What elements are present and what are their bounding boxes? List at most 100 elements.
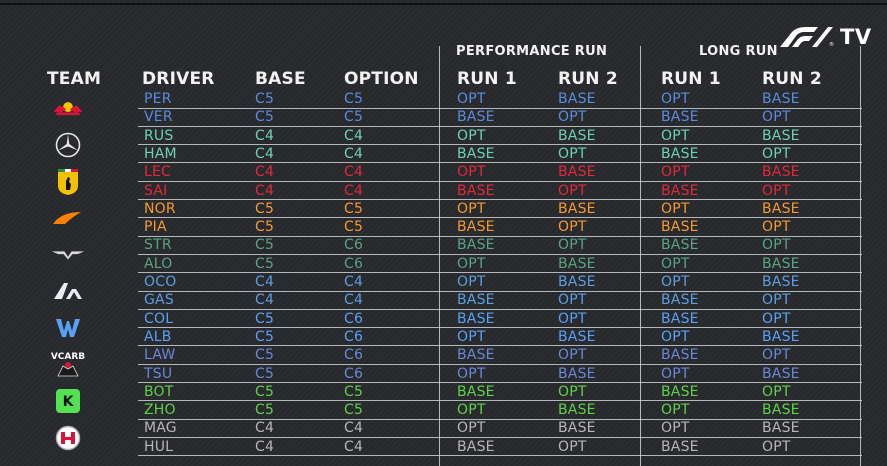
cell-driver: STR [144, 237, 172, 254]
cell-long-run2: OPT [762, 237, 791, 254]
cell-perf-run2: BASE [558, 274, 596, 290]
cell-perf-run2: BASE [558, 365, 596, 382]
col-header-perf-run2: RUN 2 [558, 69, 618, 89]
cell-perf-run2: OPT [558, 219, 587, 236]
col-header-option: OPTION [344, 69, 419, 89]
red-bull-logo-icon [51, 93, 85, 123]
cell-perf-run2: OPT [558, 145, 587, 162]
cell-perf-run2: OPT [558, 109, 587, 126]
cell-long-run2: OPT [762, 383, 791, 400]
cell-perf-run2: BASE [558, 255, 596, 272]
cell-base: C4 [255, 438, 275, 455]
cell-perf-run1: OPT [457, 127, 486, 144]
cell-option: C5 [344, 383, 364, 400]
cell-option: C4 [344, 292, 364, 309]
cell-perf-run1: BASE [457, 237, 495, 254]
cell-perf-run2: OPT [558, 292, 587, 309]
cell-base: C5 [255, 255, 275, 272]
col-header-long-run2: RUN 2 [762, 69, 822, 89]
cell-option: C5 [344, 91, 364, 107]
cell-perf-run1: BASE [457, 219, 495, 236]
cell-long-run2: OPT [762, 347, 791, 364]
cell-perf-run2: BASE [558, 200, 596, 217]
cell-base: C4 [255, 420, 275, 437]
cell-perf-run1: OPT [457, 328, 486, 345]
cell-driver: SAI [144, 182, 168, 199]
row-separator [138, 217, 862, 219]
cell-option: C6 [344, 347, 364, 364]
svg-text:VCARB: VCARB [51, 352, 85, 362]
cell-long-run2: BASE [762, 402, 800, 419]
svg-text:K: K [63, 394, 75, 410]
cell-long-run2: BASE [762, 365, 800, 382]
cell-long-run1: OPT [661, 164, 690, 181]
row-separator [138, 308, 862, 310]
mercedes-logo-icon [51, 130, 85, 160]
table-row: LEC C4 C4 OPT BASE OPT BASE [0, 163, 887, 182]
cell-long-run2: BASE [762, 255, 800, 272]
divider-performance-run [439, 46, 440, 466]
cell-long-run2: OPT [762, 438, 791, 455]
f1-tv-logo: ® TV [778, 24, 872, 50]
cell-long-run1: BASE [661, 292, 699, 309]
cell-perf-run1: BASE [457, 109, 495, 126]
group-header-performance-run: PERFORMANCE RUN [456, 44, 608, 59]
cell-perf-run2: OPT [558, 347, 587, 364]
cell-long-run1: OPT [661, 127, 690, 144]
row-separator [138, 272, 862, 274]
cell-long-run1: BASE [661, 219, 699, 236]
cell-long-run2: BASE [762, 164, 800, 181]
cell-driver: NOR [144, 200, 176, 217]
cell-perf-run1: BASE [457, 383, 495, 400]
table-row: COL C5 C6 BASE OPT BASE OPT [0, 310, 887, 329]
cell-perf-run2: BASE [558, 127, 596, 144]
table-row: NOR C5 C5 OPT BASE OPT BASE [0, 200, 887, 219]
cell-driver: ZHO [144, 402, 176, 419]
cell-driver: HUL [144, 438, 174, 455]
table-row: LAW C5 C6 BASE OPT BASE OPT [0, 346, 887, 365]
cell-long-run2: OPT [762, 145, 791, 162]
cell-base: C5 [255, 310, 275, 327]
cell-option: C5 [344, 109, 364, 126]
cell-base: C4 [255, 182, 275, 199]
table-row: SAI C4 C4 BASE OPT BASE OPT [0, 182, 887, 200]
cell-long-run1: OPT [661, 328, 690, 345]
cell-driver: ALB [144, 328, 172, 345]
cell-perf-run1: OPT [457, 420, 486, 437]
cell-long-run1: BASE [661, 109, 699, 126]
cell-base: C5 [255, 365, 275, 382]
table-row: ZHO C5 C5 OPT BASE OPT BASE [0, 401, 887, 420]
cell-driver: PIA [144, 219, 167, 236]
cell-long-run1: BASE [661, 347, 699, 364]
cell-option: C6 [344, 365, 364, 382]
table-row: PER C5 C5 OPT BASE OPT BASE [0, 90, 887, 109]
cell-long-run2: OPT [762, 219, 791, 236]
vcarb-logo-icon: VCARB [51, 350, 85, 380]
cell-long-run2: OPT [762, 109, 791, 126]
cell-perf-run1: OPT [457, 402, 486, 419]
williams-logo-icon [51, 313, 85, 343]
cell-long-run1: OPT [661, 91, 690, 107]
cell-base: C4 [255, 292, 275, 309]
col-header-long-run1: RUN 1 [661, 69, 721, 89]
cell-option: C4 [344, 274, 364, 290]
cell-long-run1: BASE [661, 438, 699, 455]
table-row: VER C5 C5 BASE OPT BASE OPT [0, 108, 887, 127]
divider-right-edge [860, 46, 861, 466]
table-row: BOT C5 C5 BASE OPT BASE OPT [0, 383, 887, 402]
cell-base: C4 [255, 145, 275, 162]
cell-long-run2: OPT [762, 292, 791, 309]
col-header-driver: DRIVER [142, 69, 215, 89]
cell-option: C4 [344, 182, 364, 199]
cell-long-run2: BASE [762, 200, 800, 217]
table-row: RUS C4 C4 OPT BASE OPT BASE [0, 127, 887, 146]
cell-option: C4 [344, 145, 364, 162]
row-separator [138, 107, 862, 109]
aston-martin-logo-icon [51, 240, 85, 270]
cell-base: C5 [255, 402, 275, 419]
cell-driver: BOT [144, 383, 174, 400]
row-separator [138, 290, 862, 292]
cell-option: C5 [344, 200, 364, 217]
col-header-perf-run1: RUN 1 [457, 69, 517, 89]
cell-perf-run2: BASE [558, 402, 596, 419]
